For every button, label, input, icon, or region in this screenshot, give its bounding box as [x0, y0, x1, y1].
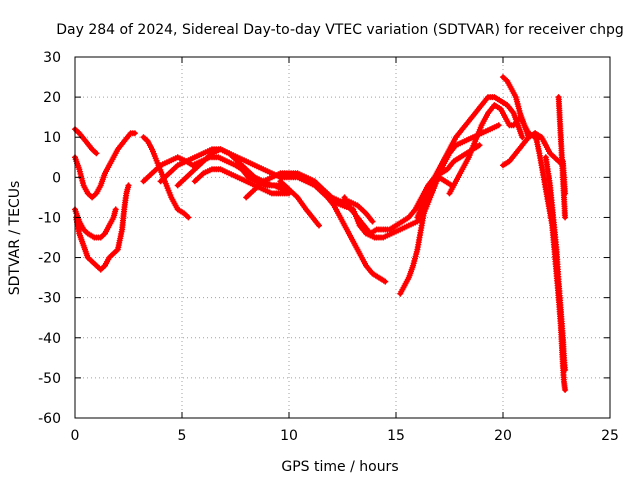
series-markers — [324, 194, 389, 285]
series-markers — [542, 154, 569, 373]
y-tick-label: -20 — [38, 251, 61, 267]
y-tick-label: 30 — [43, 50, 61, 66]
series-markers — [414, 94, 526, 221]
series-arc-23 — [559, 158, 569, 197]
x-tick-label: 10 — [280, 428, 298, 444]
y-tick-label: 20 — [43, 90, 61, 106]
x-tick-label: 25 — [601, 428, 619, 444]
y-tick-label: 10 — [43, 130, 61, 146]
series-arc-21 — [542, 154, 569, 373]
chart-title: Day 284 of 2024, Sidereal Day-to-day VTE… — [56, 22, 624, 38]
series-arc-16 — [414, 94, 526, 221]
y-axis-label: SDTVAR / TECUs — [7, 181, 23, 296]
y-tick-label: 0 — [52, 170, 61, 186]
series-arc-4 — [73, 182, 132, 273]
x-tick-label: 15 — [387, 428, 405, 444]
series-arc-5 — [140, 134, 192, 221]
series-arc-11 — [277, 178, 322, 229]
series-arc-12 — [324, 194, 389, 285]
series-markers — [559, 158, 569, 197]
series-markers — [72, 126, 100, 157]
series-arc-7 — [157, 122, 502, 241]
series-arc-19 — [500, 130, 549, 169]
series-arc-14 — [367, 142, 483, 237]
y-tick-label: -10 — [38, 210, 61, 226]
x-axis-label: GPS time / hours — [281, 459, 398, 475]
grid — [75, 57, 610, 418]
y-tick-label: -40 — [38, 331, 61, 347]
axis-ticks: 0 5 10 15 20 25 -60 -50 -40 -30 -20 -10 0 10 20 30 — [38, 50, 619, 444]
y-tick-label: -60 — [38, 411, 61, 427]
plot-frame — [74, 56, 611, 419]
series-markers — [157, 122, 502, 241]
data-series — [72, 74, 569, 393]
x-tick-label: 0 — [71, 428, 80, 444]
series-markers — [174, 146, 284, 189]
x-tick-label: 5 — [178, 428, 187, 444]
x-tick-label: 20 — [494, 428, 512, 444]
series-markers — [367, 142, 483, 237]
y-tick-label: -30 — [38, 291, 61, 307]
y-tick-label: -50 — [38, 371, 61, 387]
series-arc-1 — [72, 126, 100, 157]
series-markers — [277, 178, 322, 229]
